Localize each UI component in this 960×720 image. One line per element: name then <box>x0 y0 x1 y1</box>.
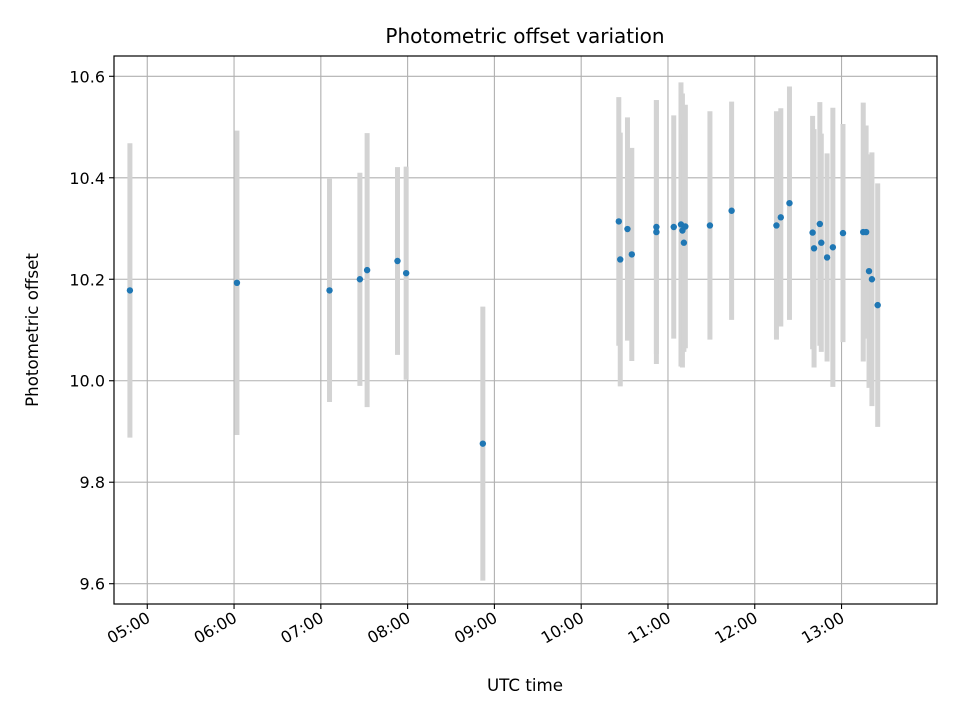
data-point <box>818 239 825 246</box>
data-point <box>233 279 241 287</box>
data-point <box>809 229 816 236</box>
data-point <box>777 214 784 221</box>
data-point <box>874 301 881 309</box>
y-tick-label: 10.2 <box>69 270 105 289</box>
data-point <box>728 207 735 214</box>
y-tick-label: 10.6 <box>69 67 105 86</box>
y-tick-label: 10.0 <box>69 372 105 391</box>
data-point <box>810 245 818 252</box>
chart-title: Photometric offset variation <box>385 24 664 48</box>
data-point <box>680 239 688 246</box>
data-point <box>653 223 660 231</box>
y-axis-label: Photometric offset <box>22 253 42 407</box>
y-tick-label: 10.4 <box>69 169 105 188</box>
data-point <box>356 276 364 283</box>
data-point <box>823 254 831 261</box>
data-point <box>326 287 333 294</box>
data-point <box>865 267 873 275</box>
data-points <box>126 199 881 447</box>
data-point <box>394 257 401 265</box>
data-point <box>363 266 371 274</box>
y-axis-ticks: 9.6 9.8 10.0 10.2 10.4 10.6 <box>69 67 114 594</box>
data-point <box>628 251 636 258</box>
data-point <box>615 218 622 225</box>
data-point <box>862 228 870 236</box>
data-point <box>402 269 410 277</box>
data-point <box>653 228 660 236</box>
y-tick-label: 9.6 <box>80 575 105 594</box>
data-point <box>617 256 624 263</box>
data-point <box>839 229 847 237</box>
plot-frame <box>113 55 938 605</box>
data-point <box>126 287 134 294</box>
data-point <box>829 244 837 251</box>
data-point <box>816 220 824 228</box>
data-point <box>624 225 631 233</box>
data-point <box>773 222 780 229</box>
data-point <box>868 276 876 283</box>
data-point <box>682 223 689 230</box>
data-point <box>479 440 487 447</box>
y-tick-label: 9.8 <box>80 473 105 492</box>
data-point <box>786 199 793 207</box>
data-point <box>670 223 677 231</box>
x-axis-label: UTC time <box>487 675 563 695</box>
data-point <box>706 222 714 229</box>
